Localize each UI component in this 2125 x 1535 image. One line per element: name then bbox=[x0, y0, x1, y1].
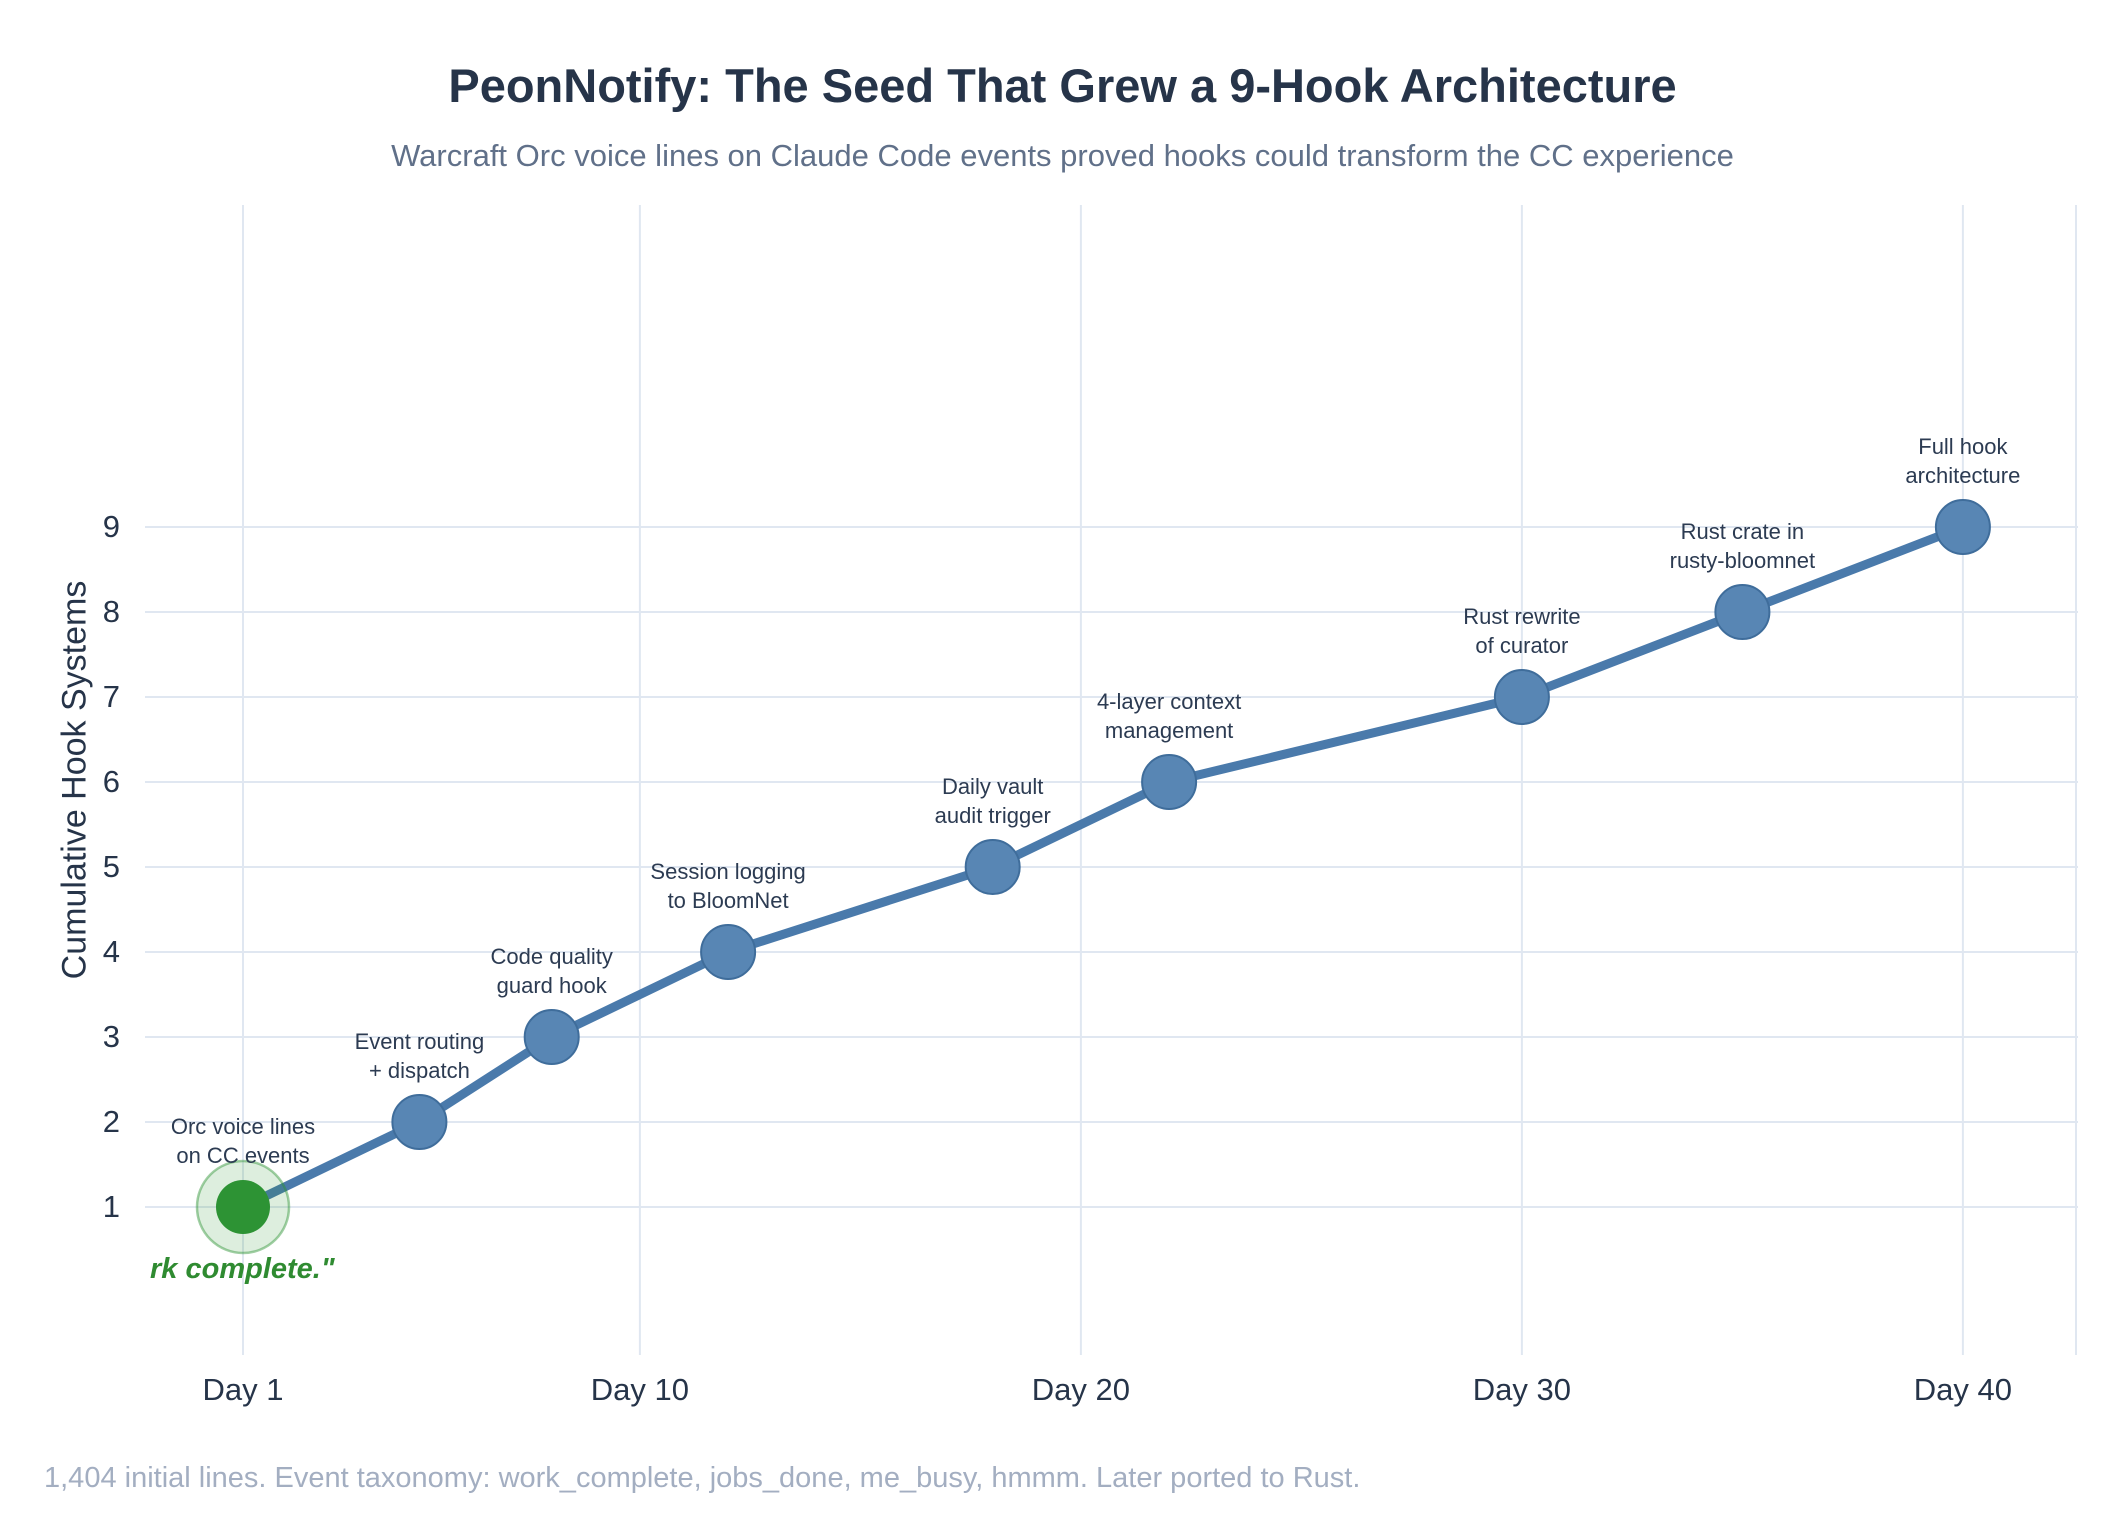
data-point-marker[interactable] bbox=[1141, 754, 1198, 810]
data-point-marker[interactable] bbox=[700, 924, 757, 980]
point-label: Code quality guard hook bbox=[490, 944, 613, 998]
y-tick-label: 2 bbox=[102, 1104, 120, 1139]
data-point-marker[interactable] bbox=[1493, 669, 1550, 725]
x-tick-label: Day 20 bbox=[1031, 1372, 1130, 1407]
chart-title: PeonNotify: The Seed That Grew a 9-Hook … bbox=[448, 59, 1677, 112]
data-point-marker[interactable] bbox=[1934, 499, 1991, 555]
y-tick-label: 9 bbox=[102, 509, 120, 544]
point-label: 4-layer context management bbox=[1096, 689, 1242, 743]
y-tick-label: 6 bbox=[102, 764, 120, 799]
x-tick-label: Day 30 bbox=[1472, 1372, 1571, 1407]
point-label: Orc voice lines on CC events bbox=[170, 1114, 316, 1168]
point-label: Full hook architecture bbox=[1905, 434, 2021, 488]
data-point-marker-highlight[interactable] bbox=[216, 1180, 270, 1234]
highlight-annotation: rk complete." bbox=[150, 1253, 335, 1285]
footer-note: 1,404 initial lines. Event taxonomy: wor… bbox=[44, 1462, 1361, 1494]
x-tick-label: Day 1 bbox=[202, 1372, 284, 1407]
data-point-marker[interactable] bbox=[964, 839, 1021, 895]
data-point-marker[interactable] bbox=[1714, 584, 1771, 640]
data-point-marker[interactable] bbox=[391, 1094, 448, 1150]
y-tick-label: 7 bbox=[102, 679, 120, 714]
point-label: Rust rewrite of curator bbox=[1463, 604, 1581, 658]
line-chart-svg bbox=[145, 205, 2078, 1355]
x-tick-label: Day 10 bbox=[590, 1372, 689, 1407]
y-tick-label: 5 bbox=[102, 849, 120, 884]
x-tick-label: Day 40 bbox=[1913, 1372, 2012, 1407]
data-point-marker[interactable] bbox=[523, 1009, 580, 1065]
y-tick-label: 8 bbox=[102, 594, 120, 629]
y-tick-label: 1 bbox=[102, 1189, 120, 1224]
point-label: Event routing + dispatch bbox=[354, 1029, 485, 1083]
chart-subtitle: Warcraft Orc voice lines on Claude Code … bbox=[391, 138, 1734, 173]
y-tick-label: 3 bbox=[102, 1019, 120, 1054]
point-label: Rust crate in rusty-bloomnet bbox=[1669, 519, 1816, 573]
point-label: Session logging to BloomNet bbox=[650, 859, 806, 913]
y-tick-label: 4 bbox=[102, 934, 120, 969]
plot-area: rk complete." Orc voice lines on CC even… bbox=[145, 205, 2078, 1355]
point-label: Daily vault audit trigger bbox=[934, 774, 1051, 828]
